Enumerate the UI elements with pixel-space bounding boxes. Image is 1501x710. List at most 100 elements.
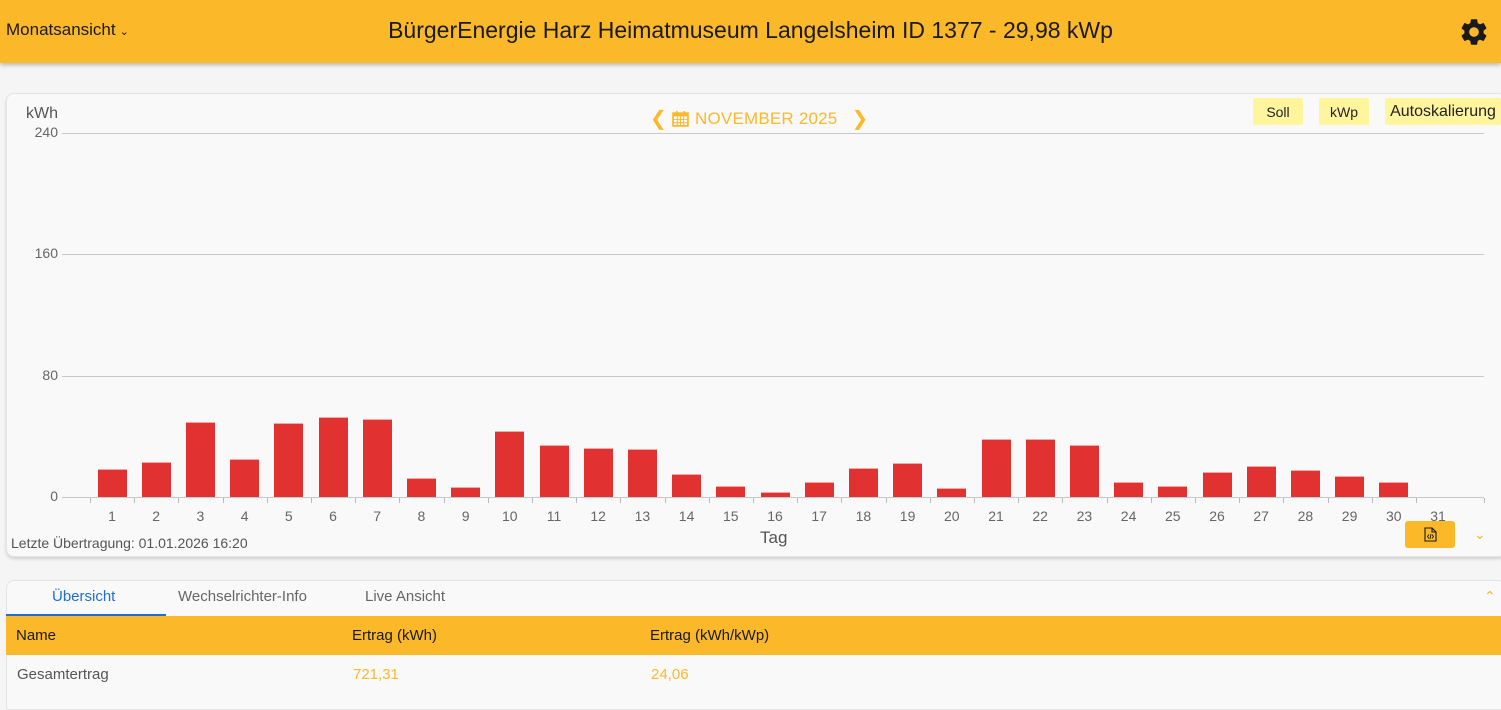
bar[interactable] [141,462,171,497]
kwp-toggle[interactable]: kWp [1319,98,1369,125]
x-tick-label: 1 [108,508,116,524]
bar[interactable] [1246,465,1276,497]
tab-live-ansicht[interactable]: Live Ansicht [365,588,446,605]
bar[interactable] [1290,469,1320,497]
x-tick [1416,498,1417,503]
column-header-ertrag-kwh: Ertrag (kWh) [352,627,438,644]
month-label[interactable]: NOVEMBER 2025 [695,108,838,128]
autoscale-toggle[interactable]: Autoskalierung [1385,98,1501,125]
table-header [6,616,1501,655]
bar[interactable] [362,418,392,497]
x-tick-label: 20 [944,508,960,524]
file-code-icon [1423,527,1437,542]
bar[interactable] [230,459,260,497]
x-tick-label: 4 [240,508,249,524]
x-tick [753,498,754,503]
bar[interactable] [760,492,790,497]
bar[interactable] [716,486,746,497]
x-tick-label: 26 [1209,508,1225,524]
bar[interactable] [893,462,923,497]
bar[interactable] [406,478,436,497]
bar[interactable] [495,431,525,497]
x-tick-label: 15 [723,508,739,524]
y-tick-label: 80 [42,367,58,383]
bar[interactable] [981,438,1011,497]
x-tick-label: 5 [284,508,293,524]
bar[interactable] [274,422,304,497]
x-tick-label: 31 [1430,508,1446,524]
bar[interactable] [627,449,657,497]
x-tick-label: 21 [988,508,1004,524]
x-tick [90,498,91,503]
x-tick-label: 22 [1032,508,1048,524]
month-navigator: ❮ NOVEMBER 2025 ❯ [650,106,869,131]
x-tick-label: 10 [502,508,518,524]
x-tick [1062,498,1064,503]
x-tick [974,498,975,503]
x-tick-label: 2 [152,508,161,524]
bar[interactable] [1114,481,1144,497]
bar[interactable] [1069,444,1099,497]
x-tick [443,498,445,503]
x-tick [841,498,843,503]
last-transmission: Letzte Übertragung: 01.01.2026 16:20 [11,535,248,551]
cell-ertrag-kwh: 721,31 [353,666,399,683]
x-tick-label: 29 [1341,508,1358,524]
tab-wechselrichter-info[interactable]: Wechselrichter-Info [178,588,307,605]
y-axis-title: kWh [26,105,58,122]
x-tick [178,498,180,503]
gridline [62,254,1484,255]
x-tick-label: 16 [767,508,783,524]
x-tick [1150,498,1152,503]
cell-name: Gesamtertrag [17,666,109,683]
x-tick [620,498,622,503]
bar[interactable] [1335,475,1365,497]
calendar-icon[interactable] [672,110,689,127]
x-tick [576,498,578,503]
x-tick [1018,498,1020,503]
x-tick-label: 30 [1386,508,1402,524]
x-tick [399,498,401,503]
x-tick-label: 11 [546,508,562,524]
bar[interactable] [804,481,834,497]
x-tick [1283,498,1285,503]
chevron-up-icon[interactable]: ⌃ [1484,588,1496,604]
x-tick-label: 17 [811,508,827,524]
y-tick-label: 0 [50,488,58,504]
bar[interactable] [318,416,348,497]
gridline [62,497,1484,498]
export-button[interactable] [1405,521,1455,548]
x-tick [1484,498,1485,503]
x-tick-label: 3 [196,508,205,524]
bar[interactable] [1379,481,1409,497]
page-title: BürgerEnergie Harz Heimatmuseum Langelsh… [388,17,1113,43]
x-tick-label: 19 [899,508,916,524]
bar[interactable] [848,468,878,497]
chevron-down-icon: ⌄ [119,25,129,38]
soll-toggle[interactable]: Soll [1253,98,1303,125]
bar[interactable] [1158,485,1188,497]
x-axis-title: Tag [760,528,788,547]
y-tick-label: 160 [34,245,58,261]
bar[interactable] [583,447,613,497]
bar[interactable] [539,444,569,497]
bar[interactable] [1202,471,1232,497]
chevron-left-icon[interactable]: ❮ [650,108,667,130]
tab-uebersicht[interactable]: Übersicht [52,588,116,605]
bar[interactable] [451,487,481,497]
x-tick [1327,498,1329,503]
x-tick-label: 6 [329,508,337,524]
chevron-right-icon[interactable]: ❯ [851,108,869,130]
gear-icon[interactable] [1458,16,1490,48]
x-tick-label: 8 [417,508,426,524]
x-tick-label: 24 [1120,508,1137,524]
x-tick-label: 7 [373,508,382,524]
bar[interactable] [937,487,967,497]
view-mode-dropdown[interactable]: Monatsansicht ⌄ [6,20,129,40]
bar[interactable] [1025,438,1055,497]
bar[interactable] [97,468,127,497]
chevron-down-icon[interactable]: ⌄ [1474,526,1486,542]
bar[interactable] [672,474,702,497]
bar[interactable] [185,421,215,497]
x-tick [532,498,533,503]
